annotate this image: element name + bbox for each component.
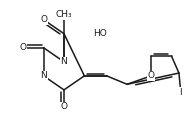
Text: O: O	[61, 102, 67, 111]
Text: O: O	[20, 43, 27, 52]
Text: I: I	[180, 88, 182, 97]
Text: N: N	[61, 57, 67, 66]
Text: CH₃: CH₃	[56, 10, 72, 19]
Text: O: O	[40, 15, 47, 24]
Text: HO: HO	[93, 29, 106, 38]
Text: O: O	[148, 71, 155, 80]
Text: N: N	[40, 71, 47, 80]
